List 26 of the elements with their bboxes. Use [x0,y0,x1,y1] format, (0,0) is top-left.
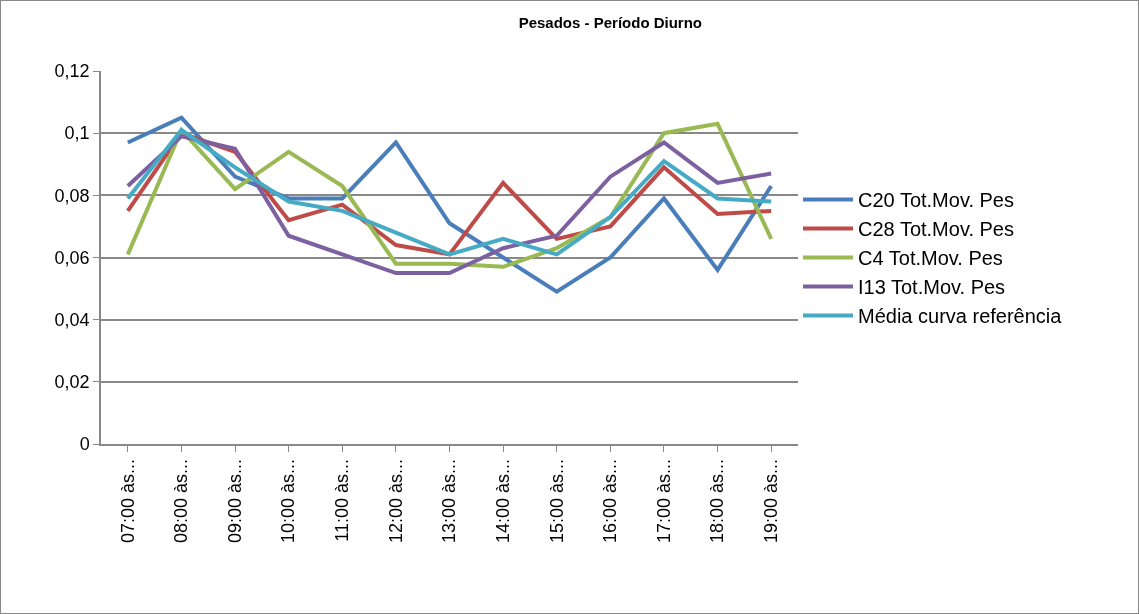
legend-label: Média curva referência [858,305,1063,328]
x-tick-label: 14:00 às... [492,458,513,544]
y-tick-label: 0,02 [54,372,90,393]
y-tick-label: 0,04 [54,309,90,330]
x-tick-label: 15:00 às... [546,458,567,544]
x-tick-label: 16:00 às... [600,458,621,544]
legend-label: C20 Tot.Mov. Pes [858,189,1014,212]
y-tick-label: 0,06 [54,247,90,268]
chart-title: Pesados - Período Diurno [518,13,703,31]
x-tick-label: 07:00 às... [117,458,138,544]
y-tick-label: 0 [79,434,90,455]
x-tick-label: 19:00 às... [761,458,782,544]
y-tick-label: 0,1 [64,123,90,144]
legend-label: I13 Tot.Mov. Pes [858,276,1006,299]
x-tick-label: 08:00 às... [171,458,192,544]
x-tick-label: 09:00 às... [224,458,245,544]
y-tick-label: 0,08 [54,185,90,206]
x-tick-label: 12:00 às... [385,458,406,544]
legend-label: C28 Tot.Mov. Pes [858,218,1014,241]
x-tick-label: 17:00 às... [653,458,674,544]
y-tick-label: 0,12 [54,61,90,82]
x-tick-label: 13:00 às... [439,458,460,544]
legend-label: C4 Tot.Mov. Pes [858,247,1003,270]
x-tick-label: 18:00 às... [707,458,728,544]
x-tick-label: 10:00 às... [278,458,299,544]
x-tick-label: 11:00 às... [332,458,353,542]
